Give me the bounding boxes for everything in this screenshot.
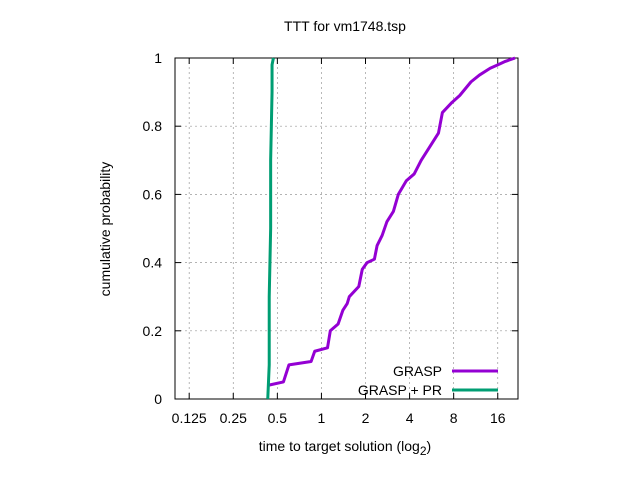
grid-lines bbox=[175, 58, 518, 399]
series-line-grasp bbox=[267, 56, 516, 387]
series-line-grasp-pr bbox=[266, 57, 275, 400]
x-tick-label: 1 bbox=[318, 410, 326, 426]
y-tick-label: 1 bbox=[154, 50, 162, 66]
y-tick-label: 0.4 bbox=[143, 255, 163, 271]
x-axis-title-subscript: 2 bbox=[420, 444, 427, 458]
legend-label: GRASP bbox=[393, 363, 442, 379]
x-axis-title: time to target solution (log2) bbox=[259, 438, 431, 458]
x-tick-label: 0.125 bbox=[172, 410, 207, 426]
x-tick-label: 0.5 bbox=[268, 410, 288, 426]
chart-title: TTT for vm1748.tsp bbox=[284, 18, 406, 34]
x-tick-label: 0.25 bbox=[220, 410, 247, 426]
y-tick-label: 0.8 bbox=[143, 118, 163, 134]
legend-label: GRASP + PR bbox=[358, 382, 442, 398]
y-axis-title: cumulative probability bbox=[97, 162, 113, 297]
axis-ticks: 0.125 0.25 0.5 1 2 4 8 16 0 0.2 0.4 0.6 0.8 1 bbox=[143, 50, 518, 426]
legend: GRASP GRASP + PR bbox=[358, 363, 498, 398]
x-tick-label: 2 bbox=[362, 410, 370, 426]
y-tick-label: 0 bbox=[154, 391, 162, 407]
x-tick-label: 8 bbox=[450, 410, 458, 426]
y-tick-label: 0.6 bbox=[143, 186, 163, 202]
x-tick-label: 4 bbox=[406, 410, 414, 426]
y-tick-label: 0.2 bbox=[143, 323, 163, 339]
series-lines bbox=[266, 56, 516, 400]
plot-frame bbox=[174, 57, 519, 400]
x-tick-label: 16 bbox=[490, 410, 506, 426]
